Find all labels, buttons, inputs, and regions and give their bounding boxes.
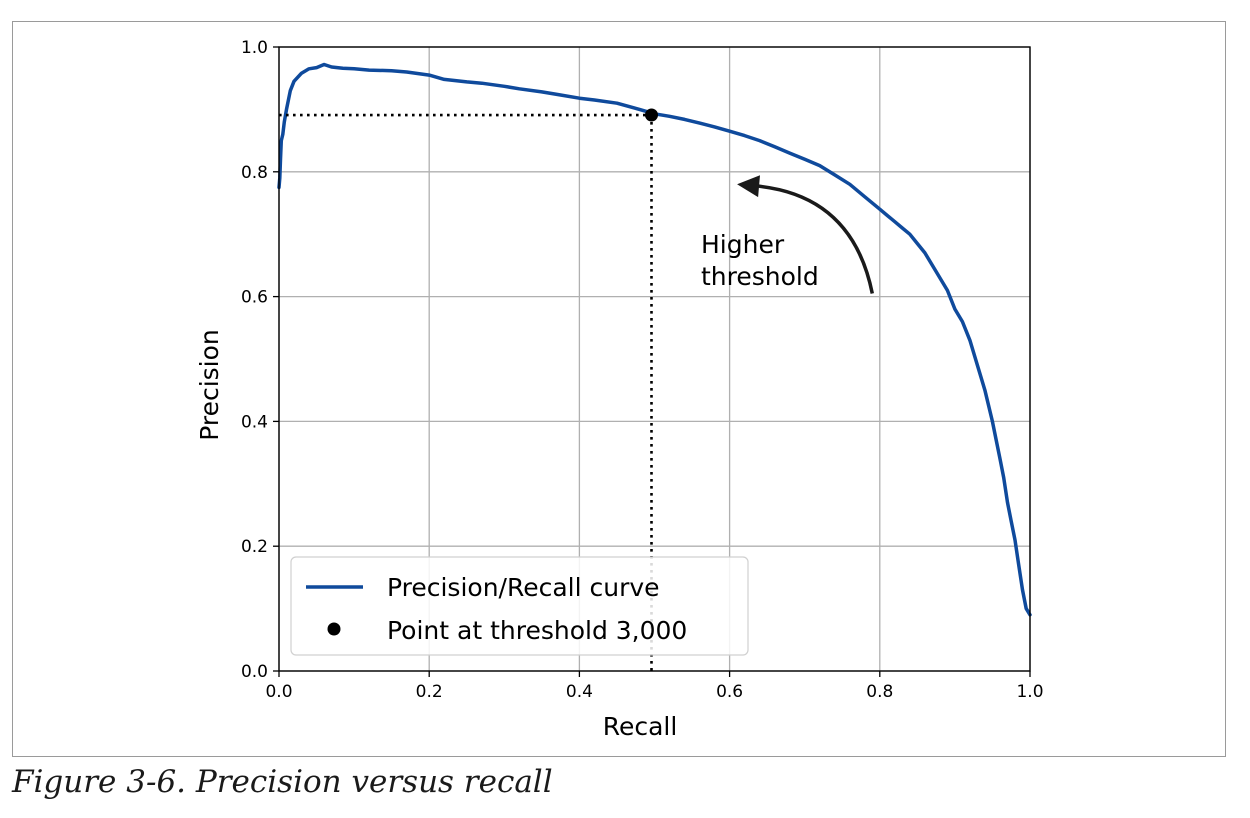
ticks: 0.0 0.2 0.4 0.6 0.8 1.0 0.0 0.2 0.4 0.6 0.8 1.0: [241, 38, 1044, 702]
annotation-line-2: threshold: [701, 262, 819, 291]
axes-frame: [278, 46, 1031, 672]
arrow-icon: [754, 184, 875, 294]
arrowhead-icon: [737, 175, 760, 198]
legend-box: [290, 556, 749, 656]
axes: [278, 46, 1031, 672]
precision-recall-chart: 0.0 0.2 0.4 0.6 0.8 1.0 0.0 0.2 0.4 0.6 0.8 1.0 Rec…: [195, 38, 1044, 741]
x-tick-label: 1.0: [1016, 682, 1043, 702]
y-tick-label: 0.4: [241, 412, 268, 432]
x-tick-label: 0.4: [566, 682, 593, 702]
x-tick-label: 0.0: [265, 682, 292, 702]
annotation: Higher threshold: [701, 175, 875, 294]
legend: Precision/Recall curve Point at threshol…: [290, 556, 749, 656]
legend-label-point: Point at threshold 3,000: [387, 616, 687, 645]
threshold-point: [644, 108, 658, 122]
y-tick-label: 0.2: [241, 537, 268, 557]
x-axis-label: Recall: [603, 712, 678, 741]
legend-label-curve: Precision/Recall curve: [387, 573, 660, 602]
y-tick-label: 1.0: [241, 38, 268, 58]
x-tick-label: 0.6: [716, 682, 743, 702]
figure-caption: Figure 3-6. Precision versus recall: [12, 764, 553, 800]
x-tick-label: 0.8: [866, 682, 893, 702]
y-tick-label: 0.6: [241, 288, 268, 308]
curve-layer: [277, 62, 1032, 617]
legend-dot-swatch: [327, 622, 341, 636]
annotation-line-1: Higher: [701, 230, 785, 259]
precision-recall-curve-line: [277, 62, 1032, 617]
y-tick-label: 0.0: [241, 662, 268, 682]
y-axis-label: Precision: [195, 329, 224, 441]
y-tick-label: 0.8: [241, 163, 268, 183]
x-tick-label: 0.2: [416, 682, 443, 702]
figure-frame: 0.0 0.2 0.4 0.6 0.8 1.0 0.0 0.2 0.4 0.6 0.8 1.0 Rec…: [12, 21, 1226, 757]
point-layer: [644, 108, 658, 122]
